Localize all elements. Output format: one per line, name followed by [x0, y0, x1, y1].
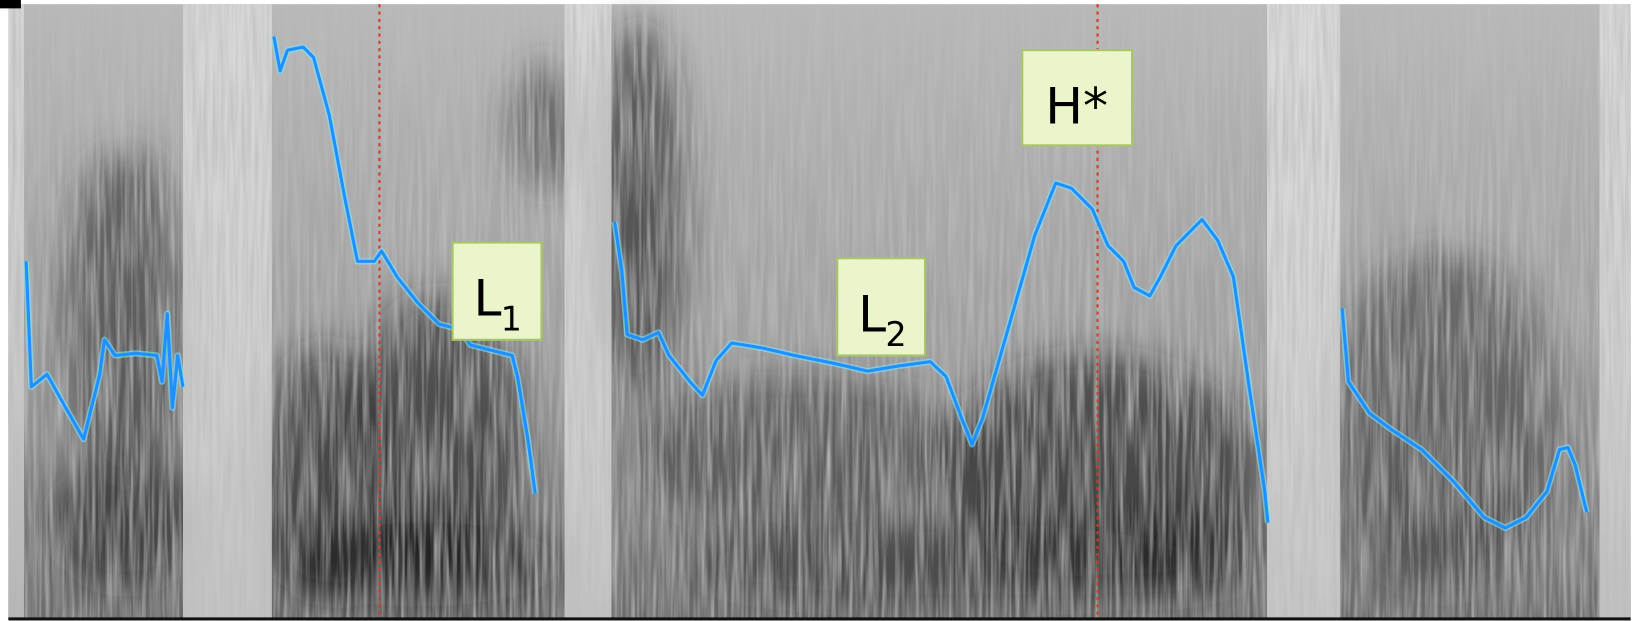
- page: L 1 L 2 H* (() => { const data = JSON.pa…: [0, 0, 1639, 621]
- label-text: H*: [1045, 76, 1108, 135]
- corner-mark: [0, 0, 21, 8]
- tone-label: H*: [1022, 50, 1132, 145]
- tone-label: L 1: [453, 243, 542, 340]
- label-subscript: 2: [885, 315, 906, 354]
- label-text: L: [858, 284, 886, 343]
- label-text: L: [474, 269, 502, 328]
- label-subscript: 1: [501, 299, 522, 338]
- tone-label: L 2: [837, 258, 925, 355]
- spectrogram-figure: L 1 L 2 H*: [0, 0, 1639, 621]
- spectrogram-texture: [8, 4, 1630, 619]
